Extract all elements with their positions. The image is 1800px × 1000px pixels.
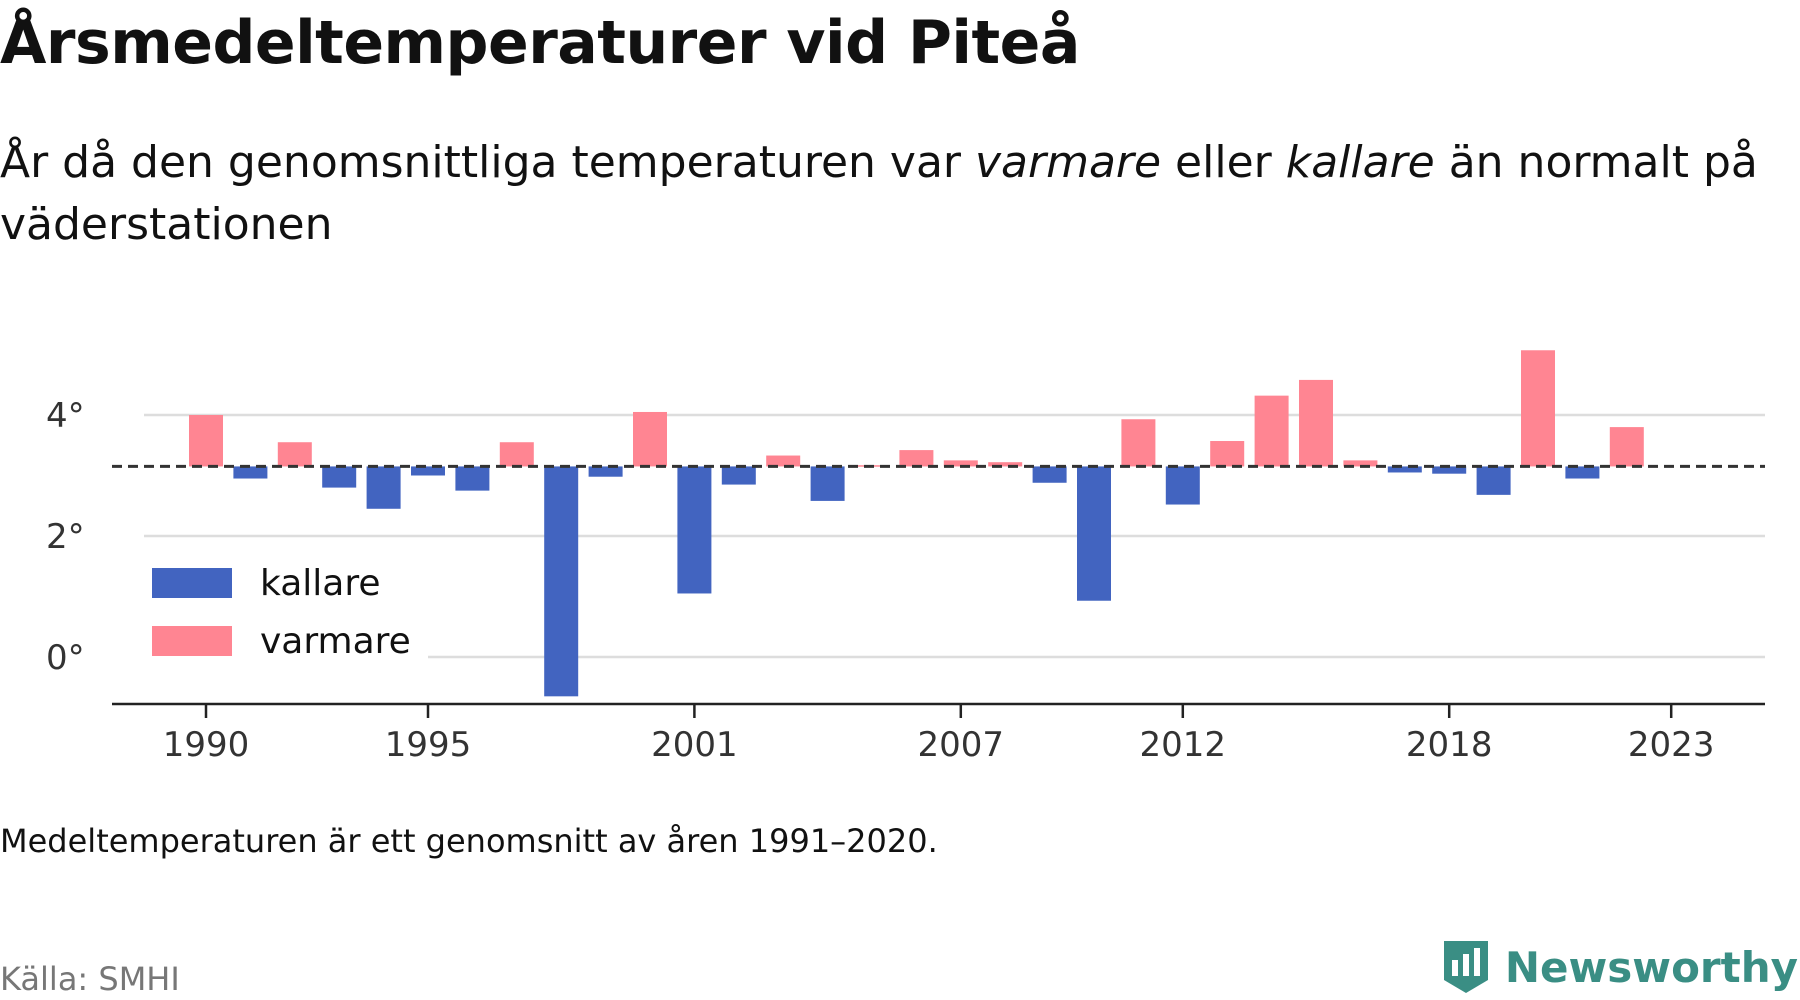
y-tick-label: 2°	[46, 517, 85, 557]
bar-2008	[988, 462, 1023, 467]
bar-1995	[411, 466, 445, 476]
source-label: Källa: SMHI	[0, 960, 180, 998]
bar-2014	[1254, 395, 1289, 467]
bar-2003	[766, 455, 801, 467]
x-tick-label: 1995	[385, 725, 472, 765]
legend-label-kallare: kallare	[260, 563, 381, 604]
temperature-bar-chart: 0° 2° 4° 1990 1995 2001 2007 2012 2018 2023 kall…	[46, 350, 1765, 765]
bar-2016	[1343, 460, 1378, 467]
x-tick-label: 2007	[918, 725, 1005, 765]
bar-2006	[899, 450, 934, 467]
legend-swatch-varmare	[152, 626, 232, 656]
y-tick-label: 4°	[46, 396, 85, 436]
brand-logo: Newsworthy	[1441, 938, 1798, 996]
bar-2019	[1476, 466, 1511, 495]
bar-1990	[189, 415, 223, 467]
bar-1997	[499, 442, 534, 467]
brand-name: Newsworthy	[1504, 942, 1798, 992]
bar-1996	[455, 466, 490, 491]
bar-2004	[810, 466, 845, 501]
chart-title: Årsmedeltemperaturer vid Piteå	[0, 8, 1080, 78]
x-tick-label: 1990	[163, 725, 250, 765]
bar-2002	[721, 466, 756, 485]
chart-subtitle: År då den genomsnittliga temperaturen va…	[0, 132, 1790, 256]
bar-1994	[366, 466, 401, 509]
bar-2007	[943, 460, 978, 467]
bar-2015	[1299, 379, 1333, 467]
x-tick-label: 2001	[651, 725, 738, 765]
bar-2021	[1565, 466, 1600, 479]
bar-1993	[322, 466, 357, 488]
x-axis-ticks: 1990 1995 2001 2007 2012 2018 2023	[163, 704, 1715, 765]
x-tick-label: 2018	[1406, 725, 1493, 765]
y-axis-ticks: 0° 2° 4°	[46, 396, 85, 678]
bar-2001	[677, 466, 712, 594]
footnote: Medeltemperaturen är ett genomsnitt av å…	[0, 822, 938, 860]
bars	[189, 350, 1644, 697]
subtitle-emphasis-colder: kallare	[1285, 137, 1435, 188]
bar-2012	[1165, 466, 1200, 505]
legend: kallare varmare	[138, 548, 428, 670]
y-tick-label: 0°	[46, 638, 85, 678]
subtitle-text-3: än normalt på väderstationen	[0, 137, 1758, 250]
bar-1998	[544, 466, 579, 697]
bar-2013	[1210, 441, 1245, 467]
bar-1991	[233, 466, 268, 479]
subtitle-emphasis-warmer: varmare	[974, 137, 1162, 188]
x-tick-label: 2023	[1628, 725, 1715, 765]
bar-2000	[633, 411, 667, 467]
bar-2022	[1609, 427, 1644, 467]
bar-2011	[1121, 419, 1156, 467]
bar-1992	[277, 442, 312, 467]
legend-label-varmare: varmare	[260, 621, 411, 662]
bar-2018	[1432, 466, 1467, 474]
legend-swatch-kallare	[152, 568, 232, 598]
bar-2020	[1521, 350, 1555, 467]
bar-1999	[588, 466, 623, 477]
x-tick-label: 2012	[1140, 725, 1227, 765]
subtitle-text-1: År då den genomsnittliga temperaturen va…	[0, 137, 975, 188]
bar-2017	[1387, 466, 1422, 473]
bar-2010	[1077, 466, 1111, 601]
bar-2009	[1032, 466, 1067, 483]
newsworthy-logo-icon	[1443, 941, 1488, 993]
subtitle-text-2: eller	[1161, 137, 1286, 188]
